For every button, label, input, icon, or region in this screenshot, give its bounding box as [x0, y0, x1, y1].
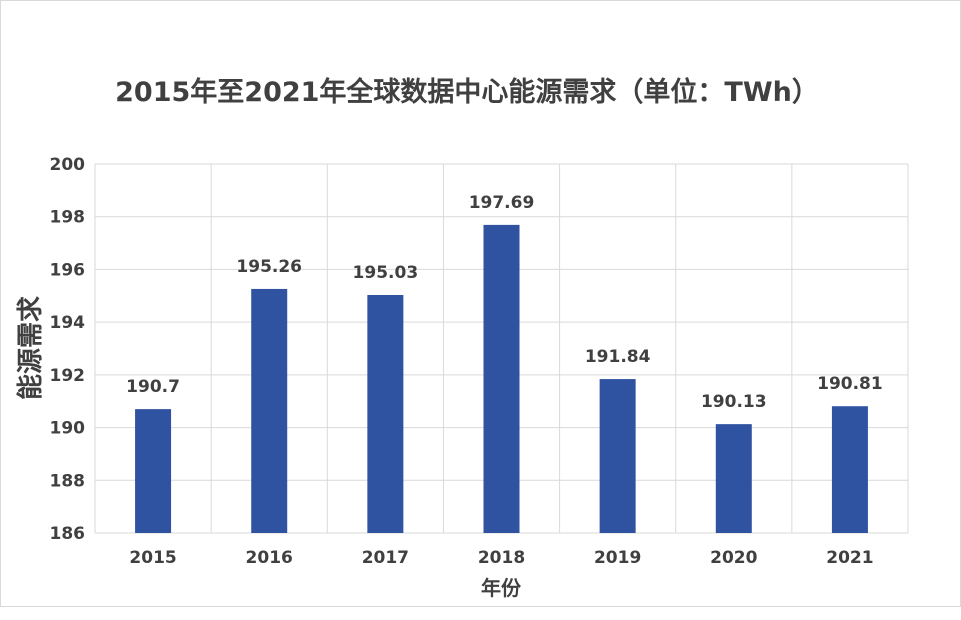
- x-tick-label-2019: 2019: [594, 548, 641, 568]
- y-tick-label: 196: [50, 260, 86, 280]
- chart-frame: 2015年至2021年全球数据中心能源需求（单位：TWh） 190.7 195.2…: [0, 0, 961, 607]
- y-axis-title: 能源需求: [15, 296, 46, 400]
- bar-2017: [367, 294, 404, 533]
- y-tick-label: 186: [50, 524, 86, 544]
- x-axis-title: 年份: [481, 576, 522, 600]
- data-label-2021: 190.81: [817, 374, 883, 394]
- bar-2015: [135, 409, 172, 533]
- y-tick-label: 188: [50, 471, 86, 491]
- y-tick-label: 192: [50, 366, 86, 386]
- labels-layer: 190.7 195.26 195.03 197.69 191.84 190.13 190.8…: [126, 193, 883, 412]
- y-tick-label: 198: [50, 208, 86, 228]
- bar-2018: [483, 224, 520, 533]
- bar-2020: [715, 424, 752, 533]
- chart-title: 2015年至2021年全球数据中心能源需求（单位：TWh）: [115, 76, 819, 108]
- data-label-2019: 191.84: [585, 347, 651, 367]
- x-tick-label-2021: 2021: [826, 548, 873, 568]
- data-label-2020: 190.13: [701, 392, 767, 412]
- bar-2019: [599, 379, 636, 533]
- x-tick-label-2020: 2020: [710, 548, 757, 568]
- x-tick-label-2015: 2015: [129, 548, 176, 568]
- y-tick-label: 194: [50, 313, 86, 333]
- data-label-2015: 190.7: [126, 377, 180, 397]
- data-label-2017: 195.03: [353, 263, 419, 283]
- y-tick-label: 200: [50, 155, 86, 175]
- y-tick-label: 190: [50, 419, 86, 439]
- data-label-2018: 197.69: [469, 193, 535, 213]
- data-label-2016: 195.26: [236, 257, 302, 277]
- chart-svg: 2015年至2021年全球数据中心能源需求（单位：TWh） 190.7 195.2…: [15, 76, 909, 600]
- x-tick-label-2017: 2017: [362, 548, 409, 568]
- x-tick-label-2018: 2018: [478, 548, 525, 568]
- x-tick-label-2016: 2016: [246, 548, 293, 568]
- ticks-layer: 186 188 190 192 194 196 198 200 2015 2016 2017 2018…: [50, 155, 874, 568]
- bars-layer: [135, 224, 868, 533]
- bar-2021: [831, 406, 868, 533]
- bar-2016: [251, 288, 288, 533]
